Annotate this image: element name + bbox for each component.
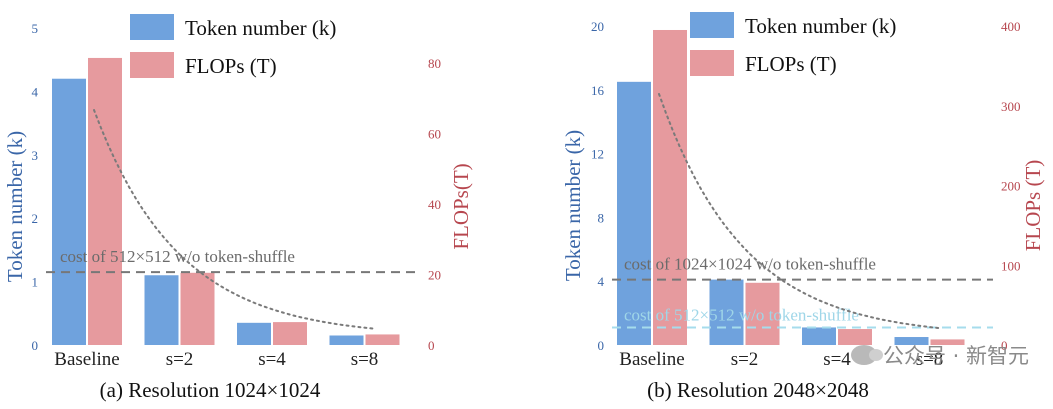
- wechat-icon: [850, 345, 883, 365]
- y-left-label-b: Token number (k): [561, 130, 585, 281]
- trend-curve-b: [658, 93, 940, 329]
- y-left-tick-a-4: 4: [32, 84, 39, 99]
- y-right-tick-a-2: 40: [428, 197, 441, 212]
- legend-swatch-a-1: [130, 52, 174, 78]
- caption-a: (a) Resolution 1024×1024: [100, 378, 321, 402]
- y-left-tick-a-1: 1: [32, 275, 39, 290]
- x-tick-label-b-2: s=4: [823, 349, 851, 370]
- watermark: 公众号 · 新智元: [850, 340, 1029, 370]
- bar-token-b-3: [894, 337, 929, 345]
- legend-label-b-1: FLOPs (T): [745, 52, 837, 76]
- x-tick-label-a-1: s=2: [166, 349, 194, 370]
- reference-label-b-1: cost of 512×512 w/o token-shuffle: [624, 305, 859, 324]
- bar-flops-a-2: [273, 322, 307, 345]
- y-left-tick-a-5: 5: [32, 21, 39, 36]
- y-right-label-a: FLOPs(T): [449, 163, 473, 249]
- reference-label-a-0: cost of 512×512 w/o token-shuffle: [60, 247, 295, 266]
- x-tick-label-a-0: Baseline: [54, 349, 119, 370]
- legend-label-a-1: FLOPs (T): [185, 54, 277, 78]
- bar-flops-b-3: [930, 339, 965, 345]
- x-tick-label-b-1: s=2: [731, 349, 759, 370]
- bar-token-a-2: [237, 322, 271, 345]
- y-right-tick-a-0: 0: [428, 338, 435, 353]
- bar-flops-a-1: [180, 272, 215, 345]
- y-left-tick-a-2: 2: [32, 211, 39, 226]
- legend-label-a-0: Token number (k): [185, 16, 336, 40]
- caption-b: (b) Resolution 2048×2048: [647, 378, 869, 402]
- y-right-label-b: FLOPs (T): [1021, 160, 1045, 252]
- x-tick-label-a-2: s=4: [258, 349, 286, 370]
- x-tick-label-b-3: s=8: [916, 349, 944, 370]
- legend-swatch-b-0: [690, 12, 734, 38]
- y-left-tick-a-3: 3: [32, 148, 39, 163]
- y-left-tick-b-2: 8: [598, 210, 605, 225]
- y-right-tick-a-3: 60: [428, 127, 441, 142]
- bar-flops-b-1: [745, 282, 780, 345]
- x-tick-label-a-3: s=8: [351, 349, 379, 370]
- y-left-tick-b-3: 12: [591, 147, 604, 162]
- y-right-tick-b-3: 300: [1001, 99, 1021, 114]
- y-right-tick-b-2: 200: [1001, 179, 1021, 194]
- legend-swatch-b-1: [690, 50, 734, 76]
- bar-token-b-0: [617, 81, 651, 345]
- bar-flops-a-0: [88, 57, 122, 345]
- bar-token-a-1: [144, 275, 179, 345]
- reference-label-b-0: cost of 1024×1024 w/o token-shuffle: [624, 255, 876, 274]
- bar-token-a-3: [329, 335, 364, 345]
- y-right-tick-b-1: 100: [1001, 258, 1021, 273]
- y-right-tick-a-1: 20: [428, 268, 441, 283]
- y-left-tick-a-0: 0: [32, 338, 39, 353]
- y-right-tick-b-4: 400: [1001, 19, 1021, 34]
- legend-label-b-0: Token number (k): [745, 14, 896, 38]
- y-right-tick-a-4: 80: [428, 56, 441, 71]
- bar-flops-a-3: [365, 334, 400, 345]
- bar-token-b-1: [709, 279, 744, 345]
- y-left-tick-b-4: 16: [591, 83, 605, 98]
- x-tick-label-b-0: Baseline: [619, 349, 684, 370]
- y-left-label-a: Token number (k): [3, 131, 27, 282]
- y-left-tick-b-5: 20: [591, 19, 604, 34]
- bar-token-b-2: [802, 327, 836, 345]
- bar-token-a-0: [52, 78, 86, 345]
- bar-flops-b-2: [838, 329, 872, 345]
- y-left-tick-b-1: 4: [598, 274, 605, 289]
- y-left-tick-b-0: 0: [598, 338, 605, 353]
- legend-swatch-a-0: [130, 14, 174, 40]
- trend-curve-a: [93, 109, 375, 330]
- y-right-tick-b-0: 0: [1001, 338, 1008, 353]
- watermark-text: 公众号 · 新智元: [882, 344, 1029, 368]
- bar-flops-b-0: [653, 29, 687, 346]
